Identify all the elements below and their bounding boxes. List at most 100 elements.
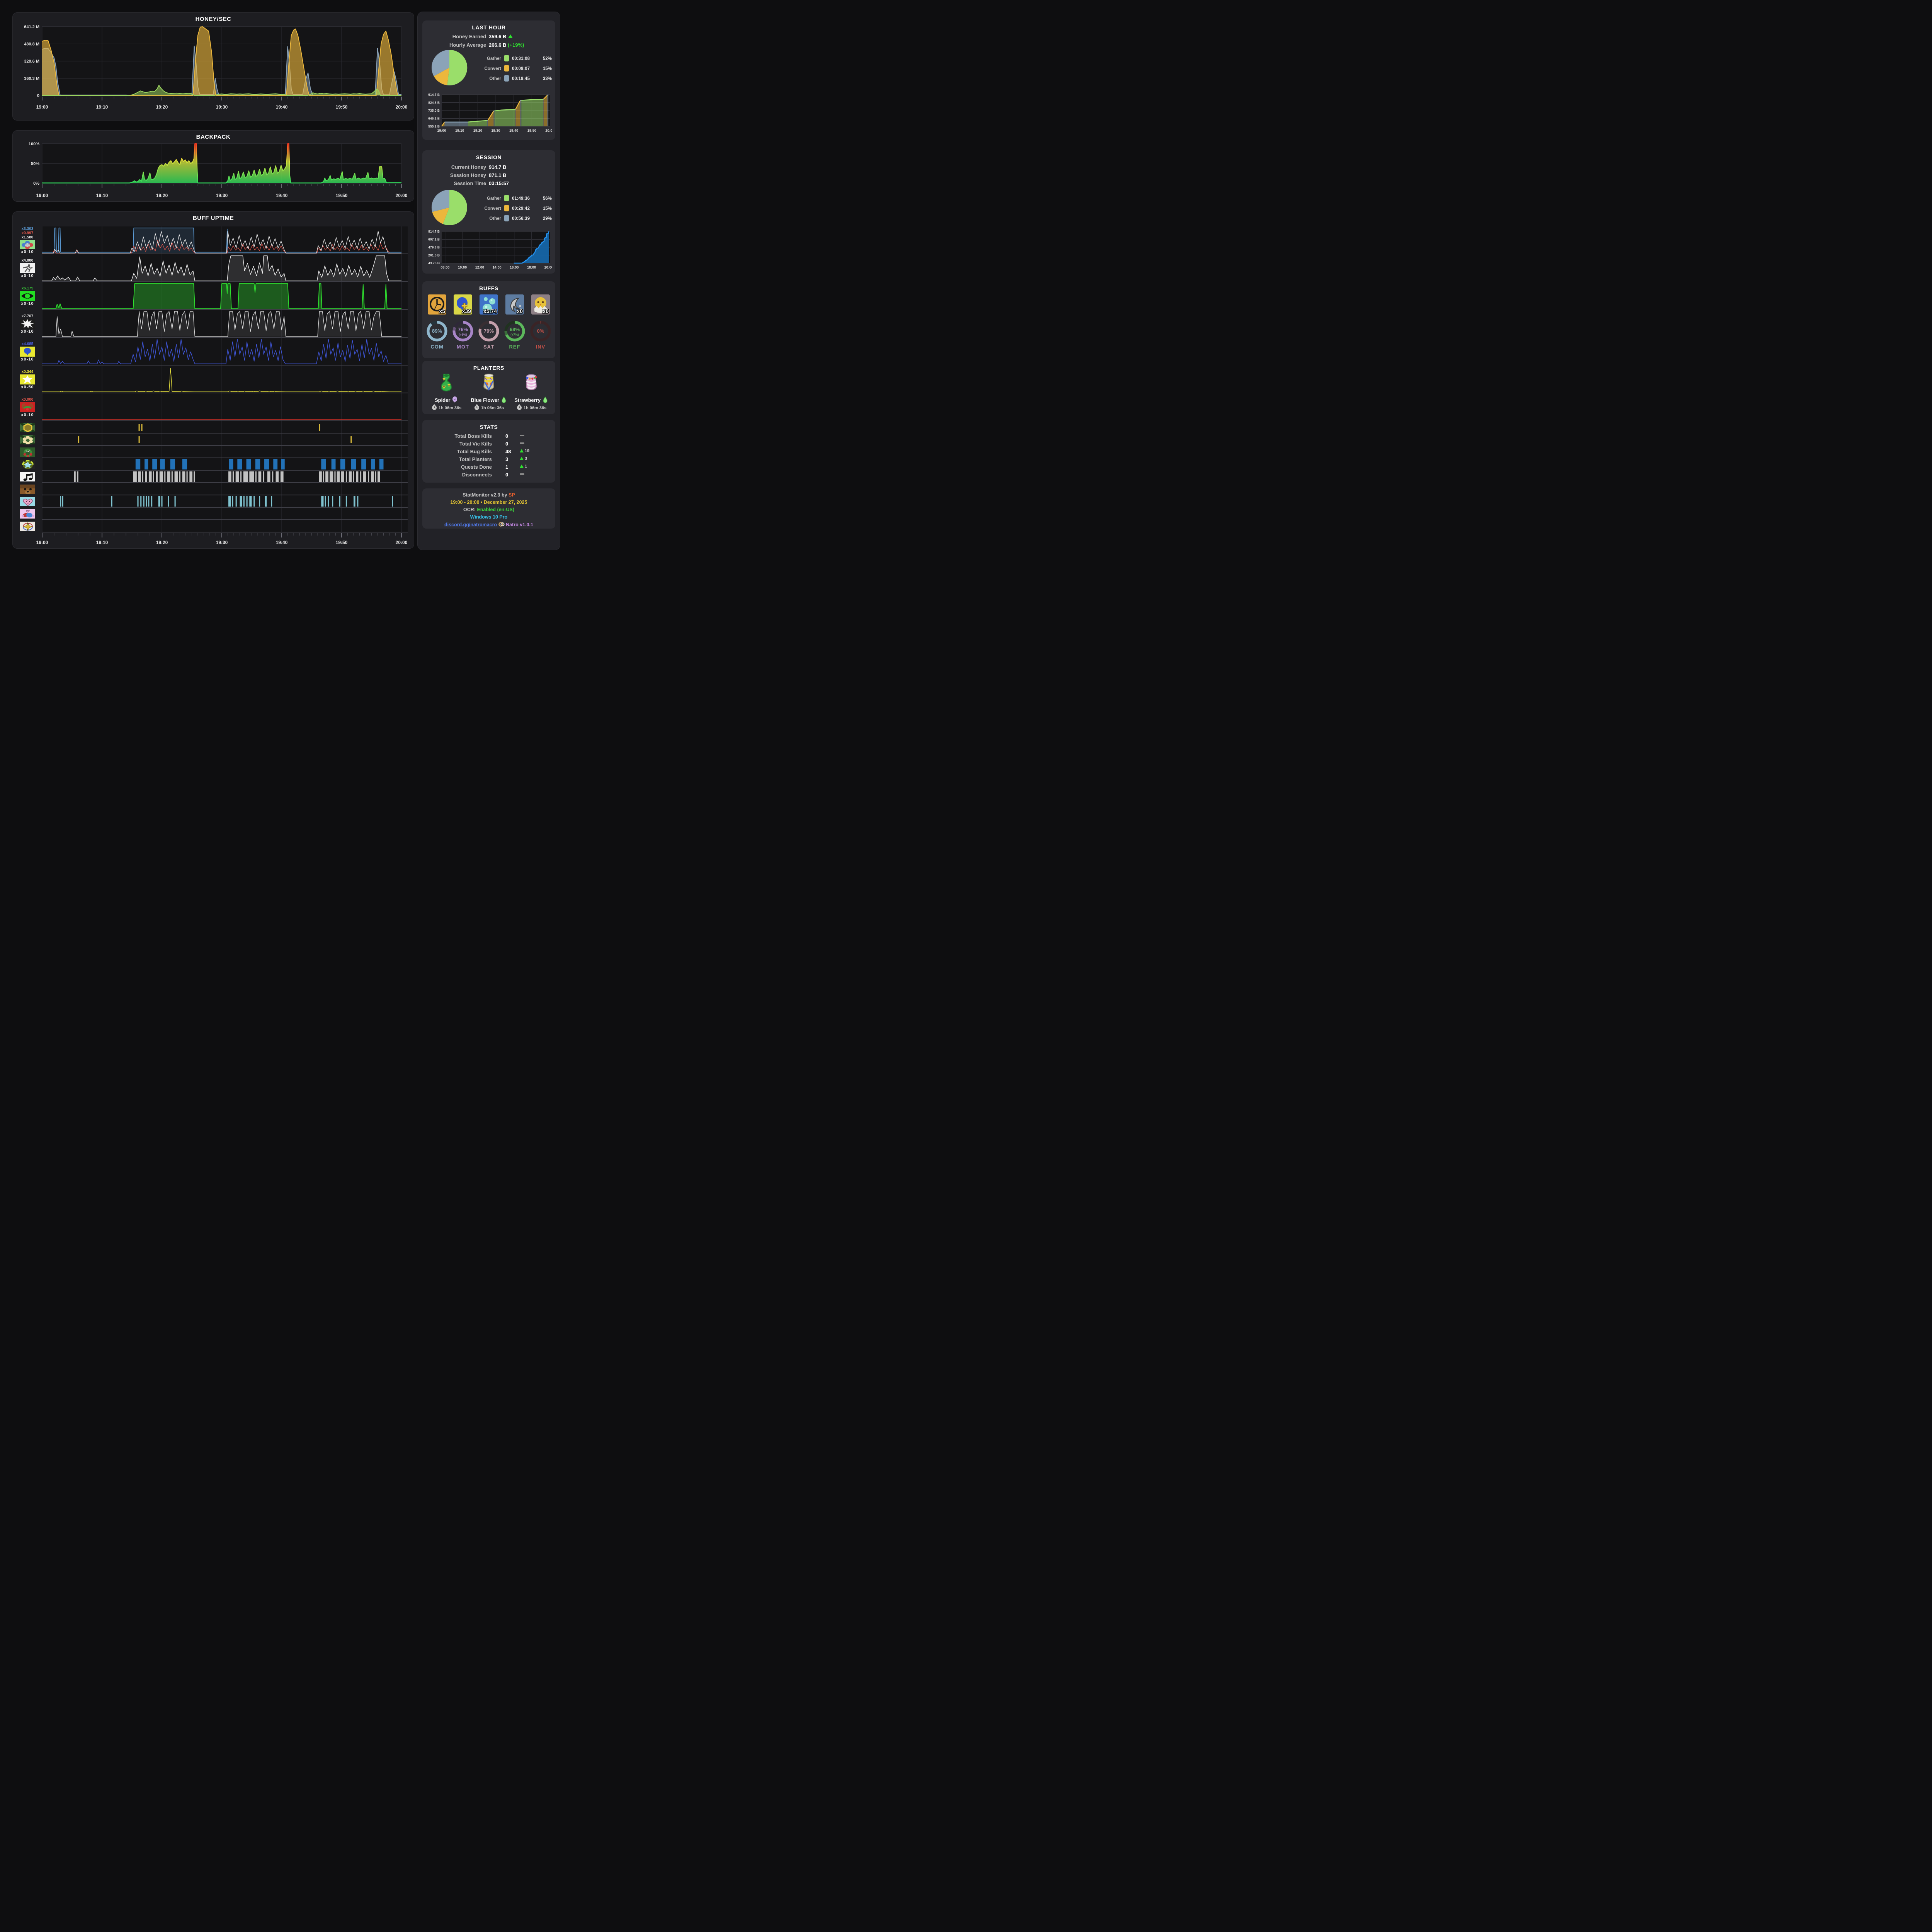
svg-text:00:31:08: 00:31:08 bbox=[512, 56, 530, 61]
svg-text:19:40: 19:40 bbox=[276, 193, 288, 198]
honey-per-sec-chart: 19:00 19:10 19:20 19:30 19:40 19:50 20:00 641.2… bbox=[13, 13, 415, 121]
svg-text:68%: 68% bbox=[510, 327, 520, 332]
buff-row-honeycomb bbox=[13, 421, 414, 434]
svg-text:00:29:42: 00:29:42 bbox=[512, 206, 530, 211]
footer-ocr-status: Enabled (en-US) bbox=[477, 507, 514, 512]
buff-value: x39 bbox=[462, 308, 471, 314]
stat-label: Quests Done bbox=[461, 464, 492, 470]
honeycomb-icon bbox=[20, 423, 35, 432]
stat-value: 0 bbox=[505, 472, 509, 478]
svg-text:Gather: Gather bbox=[487, 56, 502, 61]
buff-multiplier: x4.000 bbox=[21, 258, 34, 263]
svg-text:76%: 76% bbox=[458, 327, 468, 332]
svg-text:20:00: 20:00 bbox=[545, 129, 552, 133]
backpack-panel: BACKPACK 19:00 19:10 19:20 19:30 19:40 19:50 2… bbox=[12, 130, 414, 202]
buff-row-separator bbox=[42, 457, 408, 458]
buff-row-gutter: x4.685 x0-10 bbox=[13, 338, 42, 366]
svg-text:19:30: 19:30 bbox=[216, 193, 228, 198]
buff-row-chart bbox=[42, 254, 408, 282]
footer-card: StatMonitor v2.3 by SP 19:00 - 20:00 • D… bbox=[422, 488, 555, 529]
session-pie: Gather 01:49:36 56% Convert 00:29:42 15% Other… bbox=[425, 188, 552, 227]
svg-text:19:20: 19:20 bbox=[156, 540, 168, 545]
svg-text:15%: 15% bbox=[543, 66, 552, 71]
svg-text:19:50: 19:50 bbox=[336, 193, 348, 198]
ref-ring: 68%(+7%) bbox=[504, 321, 525, 342]
flower-icon bbox=[20, 435, 35, 444]
buff-multiplier: x0.000 bbox=[21, 397, 34, 402]
buff-range: x0-10 bbox=[21, 329, 34, 334]
honey-panel-title: HONEY/SEC bbox=[195, 16, 231, 22]
buff-row-chart bbox=[42, 520, 408, 532]
svg-text:00:19:45: 00:19:45 bbox=[512, 77, 530, 81]
stat-value: 359.6 B bbox=[489, 34, 513, 39]
footer-author: SP bbox=[509, 492, 515, 498]
buff-row-eye: x6.175 x0-10 bbox=[13, 282, 414, 310]
buff-multiplier: x0.997 bbox=[21, 231, 34, 235]
last-hour-pie: Gather 00:31:08 52% Convert 00:09:07 15% Other… bbox=[425, 48, 552, 87]
stat-value: 03:15:57 bbox=[489, 180, 509, 186]
discord-link[interactable]: discord.gg/natromacro bbox=[444, 522, 497, 527]
stat-label: Hourly Average bbox=[449, 42, 486, 48]
stopwatch-icon bbox=[431, 404, 437, 410]
stat-label: Total Vic Kills bbox=[459, 441, 492, 447]
planter-timer: 1h 06m 36s bbox=[419, 404, 473, 410]
buff-range: x0-10 bbox=[21, 273, 34, 278]
buff-range: x0-10 bbox=[21, 412, 34, 417]
stat-delta bbox=[520, 472, 524, 476]
buff-row-wreath bbox=[13, 446, 414, 458]
svg-text:0: 0 bbox=[37, 94, 39, 98]
buff-row-music-note bbox=[13, 471, 414, 483]
stat-delta: 19 bbox=[520, 449, 529, 453]
buff-row-starburst: x7.707 x0-10 bbox=[13, 310, 414, 338]
buff-row-separator bbox=[42, 309, 408, 310]
planter-timer: 1h 06m 36s bbox=[462, 404, 516, 410]
planter-name: Spider bbox=[419, 396, 473, 403]
svg-text:19:50: 19:50 bbox=[336, 104, 348, 110]
star-icon bbox=[20, 374, 35, 384]
footer-line-ocr: OCR: Enabled (en-US) bbox=[422, 507, 555, 512]
backpack-chart: 19:00 19:10 19:20 19:30 19:40 19:50 20:00 100% 5… bbox=[13, 131, 415, 202]
buff-row-gutter bbox=[13, 421, 42, 434]
svg-text:19:30: 19:30 bbox=[491, 129, 500, 133]
svg-text:19:20: 19:20 bbox=[473, 129, 482, 133]
svg-text:Gather: Gather bbox=[487, 196, 502, 201]
svg-text:480.8 M: 480.8 M bbox=[24, 42, 39, 47]
ring-label: SAT bbox=[483, 344, 495, 350]
planter-timer: 1h 06m 36s bbox=[504, 404, 558, 410]
buff-row-flower-cross: x3.303 x0.997 x1.580 x0-10 bbox=[13, 226, 414, 254]
footer-app-name: StatMonitor v2.3 by bbox=[463, 492, 509, 498]
buff-row-chart bbox=[42, 446, 408, 458]
svg-text:20:00: 20:00 bbox=[396, 104, 408, 110]
stat-value: 914.7 B bbox=[489, 164, 507, 170]
svg-text:19:50: 19:50 bbox=[527, 129, 536, 133]
flower-cross-icon bbox=[20, 240, 35, 249]
svg-text:43.75 B: 43.75 B bbox=[428, 261, 440, 265]
buff-row-gutter bbox=[13, 446, 42, 458]
honey-per-sec-panel: HONEY/SEC 19:00 19:10 19:20 19:30 19:40 19:50… bbox=[12, 12, 414, 121]
buff-multiplier: x0.344 bbox=[21, 369, 34, 374]
buff-row-chart bbox=[42, 483, 408, 495]
buff-row-chart bbox=[42, 393, 408, 421]
buff-row-separator bbox=[42, 337, 408, 338]
sat-ring: 79% bbox=[478, 321, 499, 342]
balloon-plus-buff-tile: x39 bbox=[454, 294, 472, 315]
planter-name: Blue Flower bbox=[462, 396, 516, 403]
antlers-icon bbox=[20, 402, 35, 412]
svg-text:19:00: 19:00 bbox=[36, 193, 48, 198]
svg-text:20:00: 20:00 bbox=[396, 193, 408, 198]
svg-text:18:00: 18:00 bbox=[527, 265, 536, 269]
stat-label: Current Honey bbox=[451, 164, 486, 170]
buff-value: x5.74 bbox=[483, 308, 497, 314]
buff-value: x0 bbox=[517, 308, 523, 314]
buff-uptime-title: BUFF UPTIME bbox=[192, 215, 234, 221]
svg-text:160.3 M: 160.3 M bbox=[24, 77, 39, 81]
stat-label: Total Bug Kills bbox=[457, 449, 492, 454]
sidebar: LAST HOUR Honey Earned 359.6 B Hourly Aver… bbox=[417, 12, 560, 550]
svg-text:16:00: 16:00 bbox=[510, 265, 519, 269]
buff-uptime-panel: BUFF UPTIME x3.303 x0.997 x1.580 x0-10 x4.00… bbox=[12, 211, 414, 549]
buff-row-separator bbox=[42, 519, 408, 520]
stat-value: 0 bbox=[505, 441, 509, 447]
up-arrow-icon bbox=[520, 449, 524, 452]
statmonitor-dashboard: HONEY/SEC 19:00 19:10 19:20 19:30 19:40 19:50… bbox=[0, 0, 580, 560]
buff-row-star-badge bbox=[13, 458, 414, 471]
